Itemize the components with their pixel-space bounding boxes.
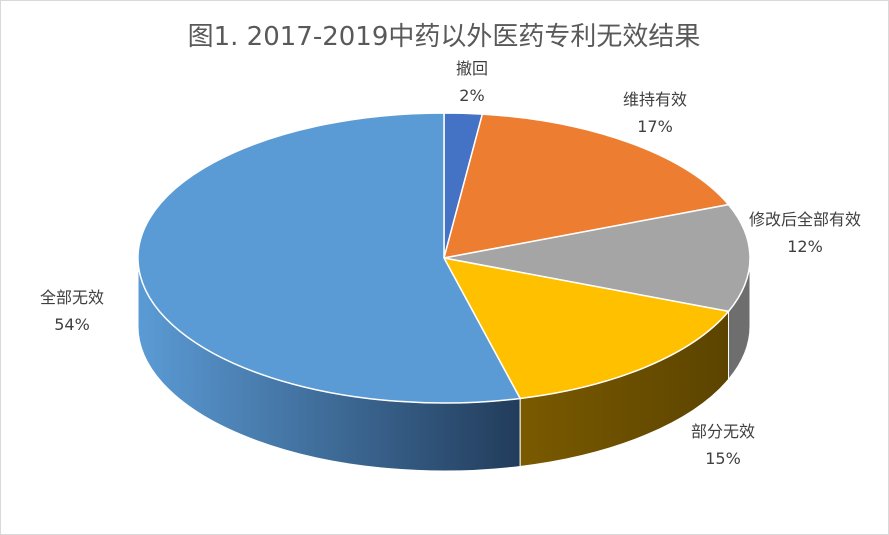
slice-label-category-3: 部分无效 <box>691 422 755 441</box>
slice-label-category-2: 修改后全部有效 <box>749 210 861 229</box>
chart-title: 图1. 2017-2019中药以外医药专利无效结果 <box>188 22 701 52</box>
slice-label-percent-0: 2% <box>459 86 484 105</box>
slice-label-category-1: 维持有效 <box>623 90 687 109</box>
pie-sides <box>137 257 751 472</box>
slice-label-percent-1: 17% <box>637 117 673 136</box>
slice-label-percent-2: 12% <box>787 237 823 256</box>
pie-slice-2 <box>443 203 751 313</box>
slice-label-percent-4: 54% <box>54 315 90 334</box>
pie-labels: 撤回 2% 维持有效 17% 修改后全部有效 12% 部分无效 15% 全部无效 54% <box>40 59 861 468</box>
slice-label-category-4: 全部无效 <box>40 288 104 307</box>
pie-slice-1 <box>442 113 730 259</box>
pie-slice-3 <box>442 256 730 400</box>
pie-slice-4 <box>137 112 522 404</box>
slice-label-category-0: 撤回 <box>456 59 488 78</box>
pie-tops <box>137 112 751 404</box>
slice-label-percent-3: 15% <box>705 449 741 468</box>
